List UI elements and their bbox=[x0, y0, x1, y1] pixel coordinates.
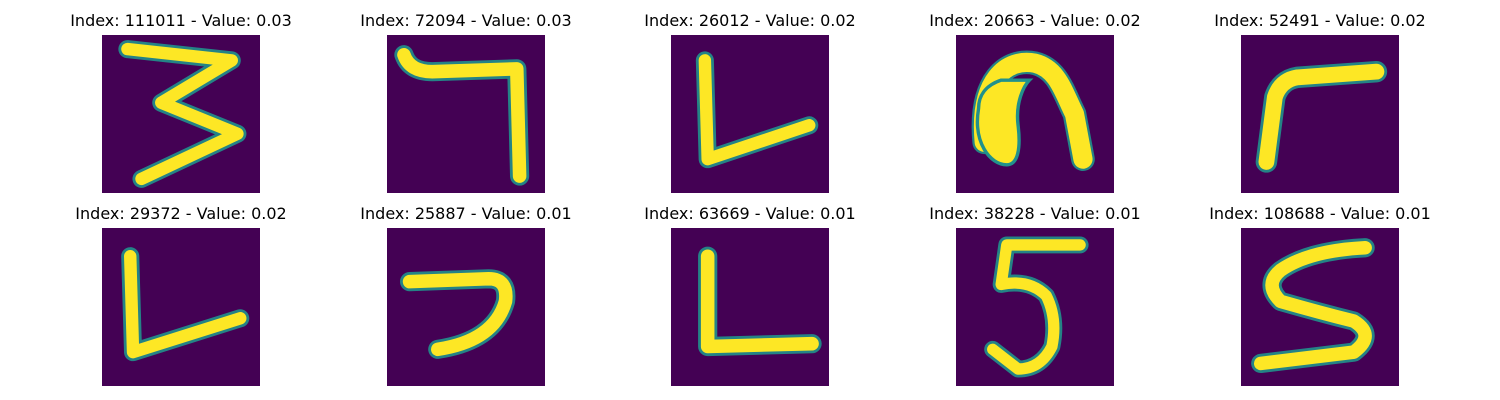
panel-title: Index: 108688 - Value: 0.01 bbox=[1209, 204, 1431, 223]
panel-title: Index: 20663 - Value: 0.02 bbox=[929, 11, 1141, 30]
panel-title: Index: 25887 - Value: 0.01 bbox=[360, 204, 572, 223]
digit-image bbox=[956, 35, 1114, 193]
digit-image bbox=[387, 228, 545, 386]
panel-4: Index: 20663 - Value: 0.02 bbox=[929, 11, 1141, 193]
panel-9: Index: 38228 - Value: 0.01 bbox=[929, 204, 1141, 386]
digit-image bbox=[671, 35, 829, 193]
panel-title: Index: 63669 - Value: 0.01 bbox=[644, 204, 856, 223]
digit-image bbox=[1241, 35, 1399, 193]
panel-3: Index: 26012 - Value: 0.02 bbox=[644, 11, 856, 193]
digit-image bbox=[1241, 228, 1399, 386]
panel-title: Index: 72094 - Value: 0.03 bbox=[360, 11, 572, 30]
digit-image bbox=[671, 228, 829, 386]
panel-5: Index: 52491 - Value: 0.02 bbox=[1214, 11, 1426, 193]
digit-image bbox=[956, 228, 1114, 386]
panel-title: Index: 26012 - Value: 0.02 bbox=[644, 11, 856, 30]
panel-title: Index: 38228 - Value: 0.01 bbox=[929, 204, 1141, 223]
digit-image bbox=[102, 228, 260, 386]
panel-title: Index: 111011 - Value: 0.03 bbox=[70, 11, 292, 30]
panel-2: Index: 72094 - Value: 0.03 bbox=[360, 11, 572, 193]
panel-1: Index: 111011 - Value: 0.03 bbox=[70, 11, 292, 193]
panel-title: Index: 52491 - Value: 0.02 bbox=[1214, 11, 1426, 30]
digit-image bbox=[102, 35, 260, 193]
panel-8: Index: 63669 - Value: 0.01 bbox=[644, 204, 856, 386]
panel-10: Index: 108688 - Value: 0.01 bbox=[1209, 204, 1431, 386]
panel-title: Index: 29372 - Value: 0.02 bbox=[75, 204, 287, 223]
digit-image bbox=[387, 35, 545, 193]
panel-6: Index: 29372 - Value: 0.02 bbox=[75, 204, 287, 386]
panel-7: Index: 25887 - Value: 0.01 bbox=[360, 204, 572, 386]
